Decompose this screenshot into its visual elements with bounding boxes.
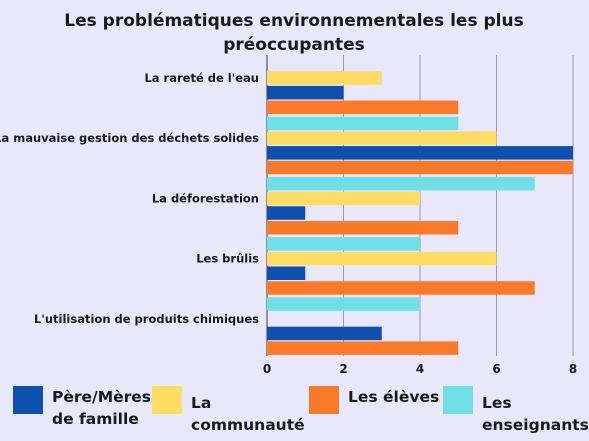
x-axis-ticks: 0 2 4 6 8 bbox=[263, 362, 577, 376]
bar-les-enseignants-5 bbox=[267, 297, 420, 311]
legend-label-enseignants: Les enseignants bbox=[482, 394, 589, 434]
bar-les-enseignants-2 bbox=[267, 116, 459, 131]
category-label-1: La rareté de l'eau bbox=[144, 71, 259, 85]
legend-swatch-eleves bbox=[309, 386, 339, 414]
bar-la-communauté-1 bbox=[267, 71, 382, 85]
category-label-3: La déforestation bbox=[152, 191, 259, 205]
legend-swatch-communaute bbox=[152, 386, 182, 414]
bar-père-mères-de-famille-5 bbox=[267, 326, 382, 341]
category-labels: La rareté de l'eau La mauvaise gestion de… bbox=[0, 71, 259, 326]
bar-les-enseignants-3 bbox=[267, 176, 535, 191]
bar-la-communauté-2 bbox=[267, 131, 497, 145]
bar-les-élèves-5 bbox=[267, 341, 459, 355]
chart-legend: Père/Mères de famille La communauté Les … bbox=[0, 382, 589, 441]
bar-la-communauté-4 bbox=[267, 251, 497, 266]
legend-label-communaute: La communauté bbox=[191, 394, 305, 434]
bar-chart: Les problématiques environnementales les… bbox=[0, 11, 577, 376]
bar-père-mères-de-famille-1 bbox=[267, 85, 344, 100]
chart-title: Les problématiques environnementales les… bbox=[64, 11, 523, 55]
legend-item-enseignants: Les enseignants bbox=[443, 386, 589, 436]
legend-item-parents: Père/Mères de famille bbox=[13, 386, 151, 430]
bar-les-enseignants-4 bbox=[267, 237, 420, 251]
category-label-4: Les brûlis bbox=[196, 252, 259, 266]
bar-père-mères-de-famille-3 bbox=[267, 206, 306, 220]
x-tick-label: 8 bbox=[569, 362, 577, 376]
bar-les-élèves-3 bbox=[267, 221, 459, 235]
bar-les-élèves-1 bbox=[267, 100, 459, 115]
x-tick-label: 4 bbox=[416, 362, 424, 376]
category-label-5: L'utilisation de produits chimiques bbox=[34, 312, 259, 326]
bar-les-élèves-4 bbox=[267, 281, 535, 295]
bar-père-mères-de-famille-2 bbox=[267, 146, 573, 160]
legend-swatch-parents bbox=[13, 386, 43, 414]
legend-item-eleves: Les élèves bbox=[309, 386, 439, 414]
legend-item-communaute: La communauté bbox=[152, 386, 305, 436]
category-label-2: La mauvaise gestion des déchets solides bbox=[0, 131, 259, 145]
x-tick-label: 2 bbox=[339, 362, 347, 376]
x-tick-label: 0 bbox=[263, 362, 271, 376]
chart-title-line-2: préoccupantes bbox=[223, 35, 365, 55]
legend-swatch-enseignants bbox=[443, 386, 473, 414]
bar-père-mères-de-famille-4 bbox=[267, 266, 306, 280]
legend-label-eleves: Les élèves bbox=[348, 388, 440, 406]
legend-label-parents: Père/Mères de famille bbox=[52, 388, 152, 428]
bar-la-communauté-3 bbox=[267, 191, 420, 206]
x-tick-label: 6 bbox=[492, 362, 500, 376]
bars bbox=[267, 71, 573, 355]
gridlines bbox=[266, 55, 574, 356]
chart-title-line-1: Les problématiques environnementales les… bbox=[64, 11, 523, 31]
bar-les-élèves-2 bbox=[267, 160, 573, 175]
